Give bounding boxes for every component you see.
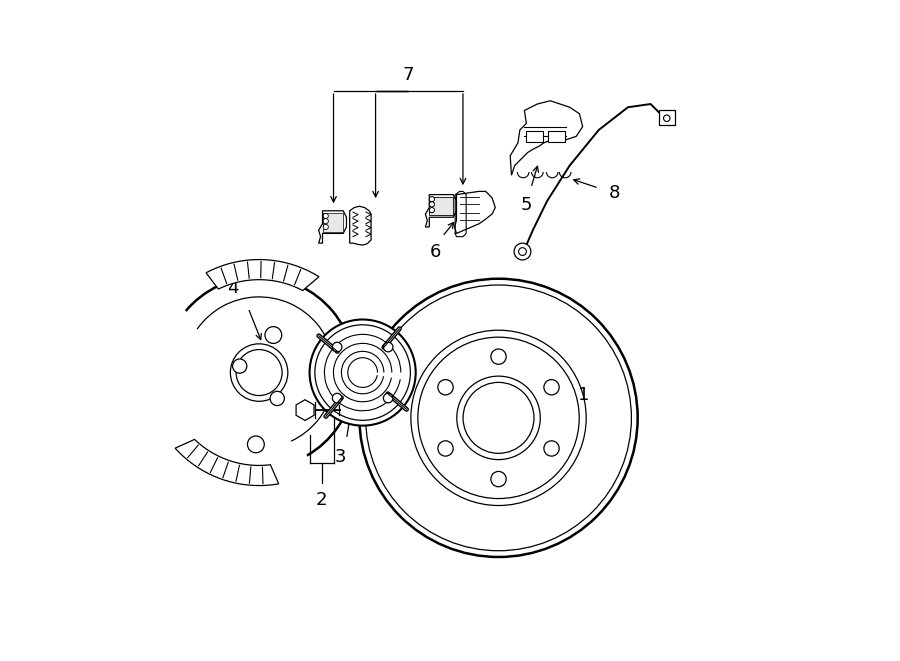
Circle shape xyxy=(438,441,454,456)
Circle shape xyxy=(438,379,454,395)
Text: 2: 2 xyxy=(316,491,328,509)
FancyBboxPatch shape xyxy=(548,131,564,141)
Polygon shape xyxy=(426,194,456,227)
Circle shape xyxy=(418,337,580,498)
Polygon shape xyxy=(350,206,371,245)
Circle shape xyxy=(332,393,342,403)
Circle shape xyxy=(457,376,540,459)
Circle shape xyxy=(383,342,393,352)
Circle shape xyxy=(411,330,586,506)
Circle shape xyxy=(265,327,282,344)
Circle shape xyxy=(323,224,328,229)
Polygon shape xyxy=(322,213,343,232)
Circle shape xyxy=(514,243,531,260)
Text: 8: 8 xyxy=(608,184,620,202)
Circle shape xyxy=(230,344,288,401)
Text: 5: 5 xyxy=(520,196,532,214)
Text: 7: 7 xyxy=(402,66,414,84)
FancyBboxPatch shape xyxy=(526,131,543,141)
Circle shape xyxy=(429,196,435,202)
Circle shape xyxy=(310,319,416,426)
Circle shape xyxy=(544,441,559,456)
Polygon shape xyxy=(429,196,454,215)
Circle shape xyxy=(323,214,328,219)
Circle shape xyxy=(491,471,506,486)
Polygon shape xyxy=(206,260,319,291)
Circle shape xyxy=(429,202,435,207)
Circle shape xyxy=(365,285,632,551)
Polygon shape xyxy=(176,440,279,486)
Circle shape xyxy=(359,279,638,557)
Circle shape xyxy=(323,219,328,223)
Circle shape xyxy=(332,342,342,352)
FancyBboxPatch shape xyxy=(659,110,674,125)
Circle shape xyxy=(663,115,670,122)
Circle shape xyxy=(270,391,284,406)
Polygon shape xyxy=(454,192,495,233)
Circle shape xyxy=(315,325,410,420)
Circle shape xyxy=(232,359,247,373)
Circle shape xyxy=(236,350,282,395)
Polygon shape xyxy=(510,100,582,175)
Circle shape xyxy=(383,393,393,403)
Circle shape xyxy=(248,436,265,453)
Text: 1: 1 xyxy=(578,386,590,405)
Circle shape xyxy=(464,382,534,453)
Text: 3: 3 xyxy=(334,448,346,466)
Text: 6: 6 xyxy=(430,243,442,261)
Polygon shape xyxy=(319,211,346,243)
Circle shape xyxy=(429,208,435,213)
Polygon shape xyxy=(296,400,314,420)
Circle shape xyxy=(544,379,559,395)
Circle shape xyxy=(491,349,506,364)
Text: 4: 4 xyxy=(228,279,239,297)
Circle shape xyxy=(518,248,526,255)
